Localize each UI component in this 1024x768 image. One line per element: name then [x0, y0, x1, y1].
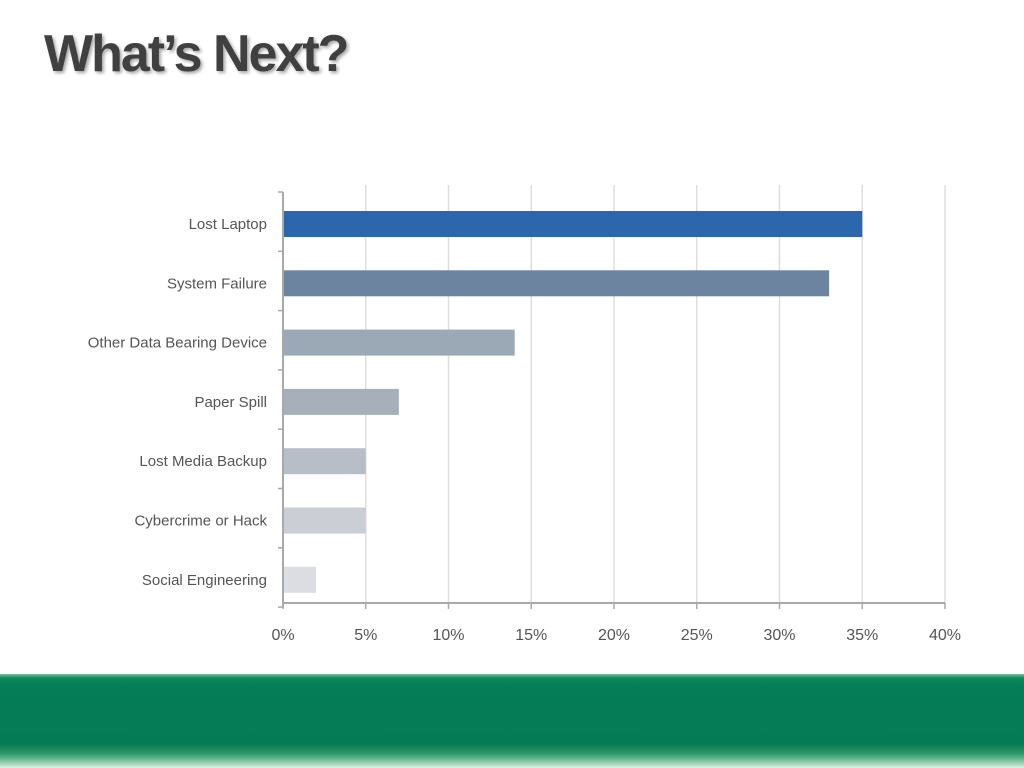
slide-title: What’s Next? [44, 25, 349, 83]
x-tick-label: 20% [598, 627, 630, 644]
chart-bars [283, 211, 863, 593]
x-tick-label: 35% [846, 627, 878, 644]
bar-chart: Lost Laptop System Failure Other Data Bear… [88, 185, 961, 644]
x-tick-label: 5% [354, 627, 377, 644]
x-tick-label: 30% [763, 627, 795, 644]
x-tick-label: 10% [432, 627, 464, 644]
bar [283, 507, 366, 534]
x-tick-label: 0% [271, 627, 294, 644]
chart-axes [278, 191, 946, 609]
chart-labels: Lost Laptop System Failure Other Data Bear… [88, 216, 961, 644]
category-label: System Failure [167, 275, 267, 292]
bar [283, 566, 317, 593]
category-label: Paper Spill [194, 394, 267, 411]
category-label: Social Engineering [142, 572, 267, 589]
bar [283, 270, 830, 297]
bar [283, 388, 399, 415]
chart-gridlines [365, 185, 946, 603]
category-label: Cybercrime or Hack [134, 513, 267, 530]
x-tick-label: 40% [929, 627, 961, 644]
footer-band [0, 674, 1024, 768]
category-label: Lost Laptop [189, 216, 267, 233]
x-tick-label: 25% [681, 627, 713, 644]
bar [283, 448, 366, 475]
x-tick-label: 15% [515, 627, 547, 644]
category-label: Other Data Bearing Device [88, 335, 267, 352]
category-label: Lost Media Backup [139, 453, 267, 470]
bar [283, 211, 863, 237]
bar [283, 329, 515, 356]
